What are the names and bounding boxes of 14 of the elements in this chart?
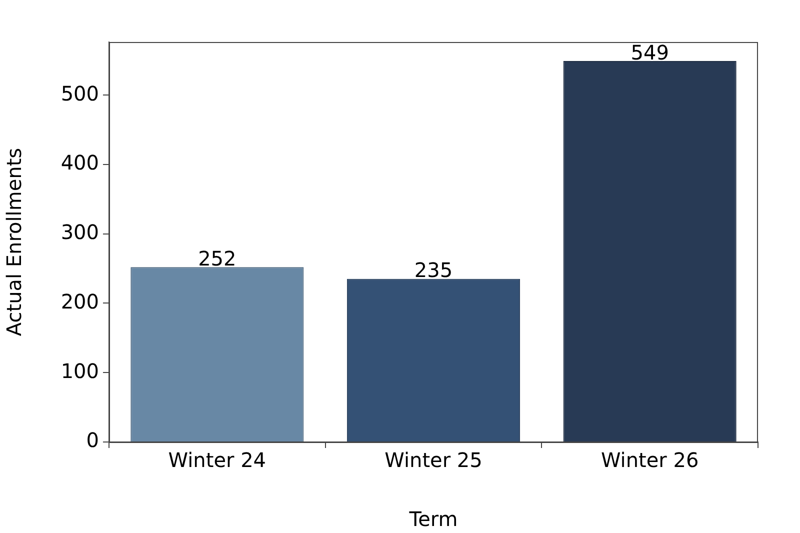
data-label: 235 [414, 258, 453, 282]
x-tick-label: Winter 24 [168, 448, 266, 472]
data-label: 549 [630, 40, 669, 64]
x-tick-label: Winter 26 [600, 448, 699, 472]
x-tick-label: Winter 25 [384, 448, 482, 472]
y-tick-label: 100 [60, 358, 99, 383]
x-axis-title: Term [408, 507, 458, 532]
y-tick-label: 200 [60, 289, 99, 314]
y-tick-label: 400 [60, 150, 99, 175]
y-tick-label: 500 [60, 81, 99, 106]
y-tick-label: 300 [60, 220, 99, 244]
y-tick-label: 0 [86, 428, 99, 452]
data-label: 252 [198, 246, 236, 270]
y-axis-title: Actual Enrollments [2, 148, 26, 336]
